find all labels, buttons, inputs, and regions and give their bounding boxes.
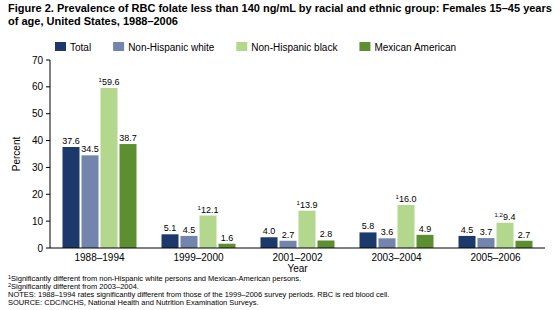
bar bbox=[360, 232, 377, 248]
data-label: 112.1 bbox=[198, 205, 219, 215]
data-label: 34.5 bbox=[81, 144, 99, 154]
x-axis-label: Year bbox=[287, 263, 308, 274]
bar bbox=[261, 237, 278, 248]
data-label: 3.6 bbox=[381, 227, 394, 237]
note: SOURCE: CDC/NCHS, National Health and Nu… bbox=[8, 298, 259, 307]
x-tick-label: 2005–2006 bbox=[470, 252, 520, 263]
y-tick bbox=[46, 140, 50, 141]
data-label: 4.9 bbox=[419, 224, 432, 234]
bar bbox=[318, 240, 335, 248]
bars bbox=[63, 88, 533, 248]
data-label-value: 2.8 bbox=[320, 229, 333, 239]
legend-swatch bbox=[55, 42, 66, 51]
bar bbox=[398, 205, 415, 248]
data-label-value: 37.6 bbox=[62, 136, 80, 146]
data-label-value: 4.9 bbox=[419, 224, 432, 234]
data-label: 5.8 bbox=[362, 221, 375, 231]
data-label-value: 2.7 bbox=[518, 230, 531, 240]
data-label: 5.1 bbox=[164, 223, 177, 233]
legend-label: Total bbox=[70, 42, 91, 53]
legend-swatch bbox=[359, 42, 370, 51]
y-tick bbox=[46, 60, 50, 61]
y-tick bbox=[46, 86, 50, 87]
bar bbox=[459, 236, 476, 248]
bar bbox=[200, 216, 217, 248]
data-label: 37.6 bbox=[62, 136, 80, 146]
y-tick bbox=[46, 194, 50, 195]
x-axis-line bbox=[50, 248, 545, 249]
data-label-value: 59.6 bbox=[102, 77, 120, 87]
data-label-value: 5.8 bbox=[362, 221, 375, 231]
bar bbox=[299, 211, 316, 248]
bar bbox=[280, 241, 297, 248]
x-tick-label: 1988–1994 bbox=[74, 252, 124, 263]
y-tick-label: 60 bbox=[32, 81, 44, 92]
data-label: 159.6 bbox=[99, 77, 120, 87]
data-label: 2.7 bbox=[518, 230, 531, 240]
data-label: 1,29.4 bbox=[495, 212, 516, 222]
data-label-value: 4.5 bbox=[183, 225, 196, 235]
data-label-value: 5.1 bbox=[164, 223, 177, 233]
x-tick-label: 2003–2004 bbox=[371, 252, 421, 263]
bar bbox=[101, 88, 118, 248]
bar bbox=[162, 234, 179, 248]
y-tick-label: 40 bbox=[32, 135, 44, 146]
x-tick-label: 2001–2002 bbox=[272, 252, 322, 263]
legend-label: Non-Hispanic black bbox=[251, 42, 338, 53]
data-label-value: 2.7 bbox=[282, 230, 295, 240]
y-axis-label: Percent bbox=[11, 137, 22, 172]
y-tick bbox=[46, 167, 50, 168]
legend-swatch bbox=[113, 42, 124, 51]
legend-label: Mexican American bbox=[374, 42, 456, 53]
bar bbox=[181, 236, 198, 248]
data-label-value: 1.6 bbox=[221, 233, 234, 243]
bar bbox=[82, 155, 99, 248]
data-label: 4.5 bbox=[183, 225, 196, 235]
data-label-value: 3.6 bbox=[381, 227, 394, 237]
data-label: 113.9 bbox=[297, 200, 318, 210]
y-tick-label: 10 bbox=[32, 216, 44, 227]
y-tick-label: 20 bbox=[32, 189, 44, 200]
data-label-value: 13.9 bbox=[300, 200, 318, 210]
data-label-value: 34.5 bbox=[81, 144, 99, 154]
y-tick bbox=[46, 221, 50, 222]
bar bbox=[497, 223, 514, 248]
data-label-value: 12.1 bbox=[201, 205, 219, 215]
y-tick-label: 70 bbox=[32, 55, 44, 66]
bar bbox=[379, 238, 396, 248]
data-label: 2.8 bbox=[320, 229, 333, 239]
bar bbox=[417, 235, 434, 248]
data-label-value: 3.7 bbox=[480, 227, 493, 237]
data-label: 4.0 bbox=[263, 226, 276, 236]
bar bbox=[120, 144, 137, 248]
bar bbox=[63, 147, 80, 248]
legend-swatch bbox=[236, 42, 247, 51]
data-label: 116.0 bbox=[396, 194, 417, 204]
data-label-value: 4.0 bbox=[263, 226, 276, 236]
data-label-value: 4.5 bbox=[461, 225, 474, 235]
data-label-value: 38.7 bbox=[119, 133, 137, 143]
bar bbox=[478, 238, 495, 248]
chart-title: Figure 2. Prevalence of RBC folate less … bbox=[8, 2, 553, 28]
data-label: 3.7 bbox=[480, 227, 493, 237]
data-label-value: 9.4 bbox=[503, 212, 516, 222]
data-label: 2.7 bbox=[282, 230, 295, 240]
y-tick-label: 50 bbox=[32, 108, 44, 119]
y-tick-label: 30 bbox=[32, 162, 44, 173]
bar bbox=[219, 244, 236, 248]
data-label: 4.5 bbox=[461, 225, 474, 235]
bar bbox=[516, 241, 533, 248]
legend-label: Non-Hispanic white bbox=[128, 42, 215, 53]
y-tick bbox=[46, 248, 50, 249]
data-label: 1.6 bbox=[221, 233, 234, 243]
chart-canvas: Total Non-Hispanic white Non-Hispanic blac… bbox=[0, 0, 560, 310]
y-axis-line bbox=[50, 60, 51, 248]
y-tick-label: 0 bbox=[37, 243, 43, 254]
data-label: 38.7 bbox=[119, 133, 137, 143]
y-tick bbox=[46, 113, 50, 114]
x-tick-label: 1999–2000 bbox=[173, 252, 223, 263]
data-label-value: 16.0 bbox=[399, 194, 417, 204]
